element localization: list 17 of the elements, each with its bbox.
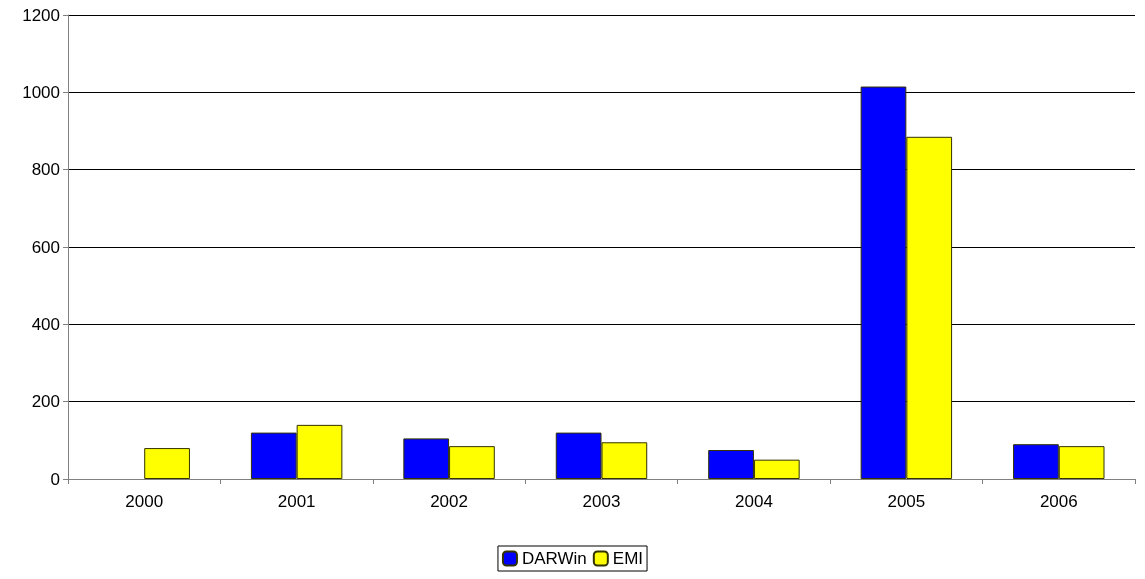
x-tick-label: 2004: [735, 492, 773, 511]
x-tick-label: 2000: [125, 492, 164, 511]
y-tick-label: 800: [31, 160, 60, 180]
y-tick-label: 200: [31, 392, 60, 412]
x-tick-label: 2001: [277, 492, 316, 511]
y-tick-label: 1000: [22, 82, 60, 102]
legend-label: DARWin: [521, 549, 587, 568]
y-tick-label: 400: [31, 314, 60, 334]
y-tick-label: 600: [31, 237, 60, 257]
x-tick-label: 2006: [1039, 492, 1078, 511]
legend-label: EMI: [612, 549, 644, 568]
y-tick-label: 0: [50, 469, 60, 489]
x-tick-label: 2005: [887, 492, 926, 511]
x-tick-label: 2002: [430, 492, 468, 511]
y-tick-label: 1200: [22, 5, 60, 25]
x-tick-label: 2003: [582, 492, 621, 511]
bar: [144, 448, 190, 479]
